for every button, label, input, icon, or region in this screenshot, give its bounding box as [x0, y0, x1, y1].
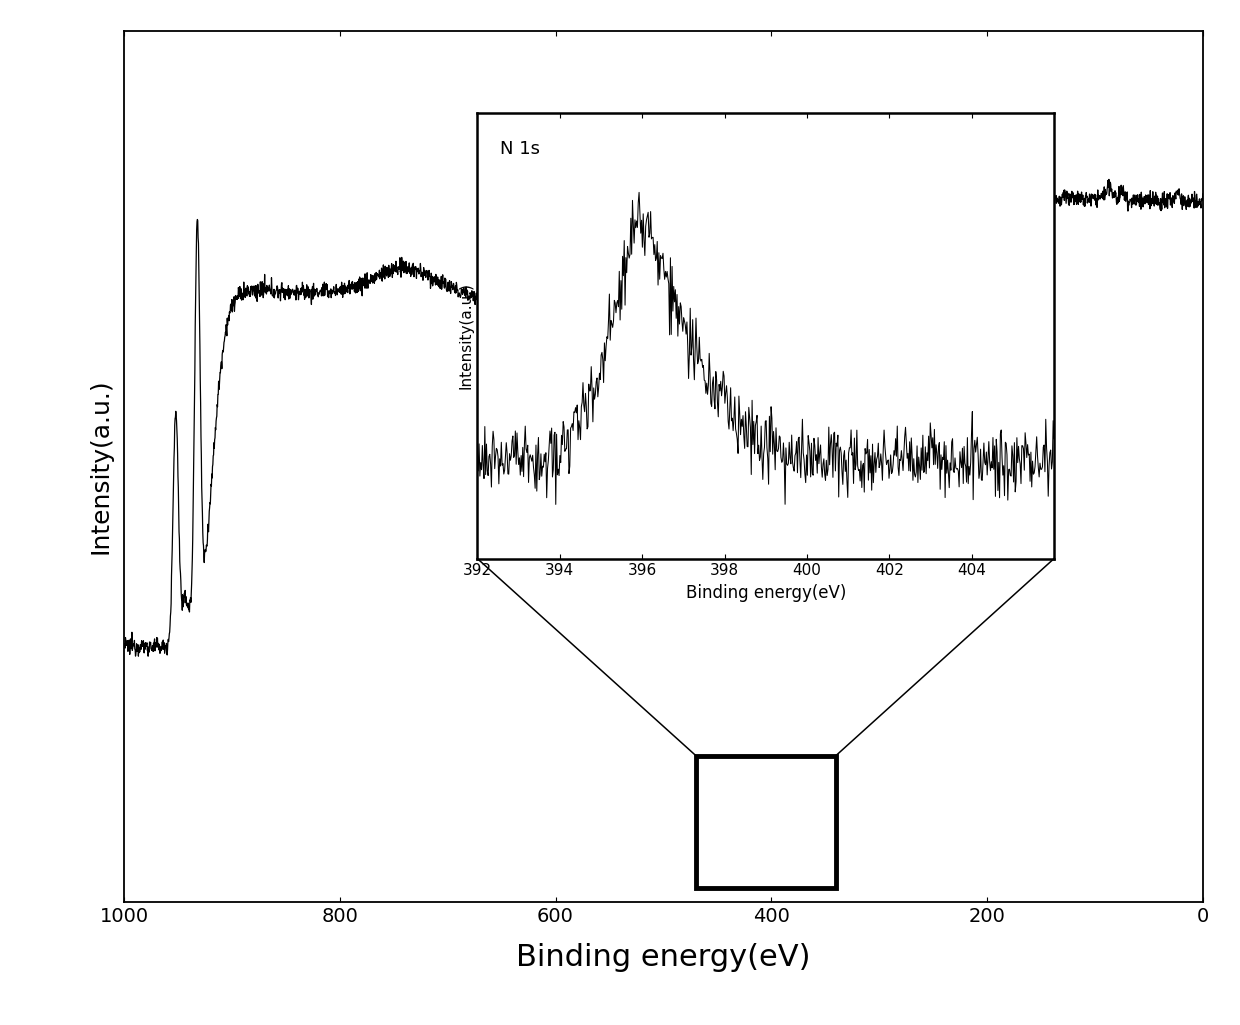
X-axis label: Binding energy(eV): Binding energy(eV): [516, 943, 811, 972]
X-axis label: Binding energy(eV): Binding energy(eV): [686, 584, 846, 602]
Bar: [696, 755, 836, 889]
Text: N 1s: N 1s: [501, 139, 541, 158]
Y-axis label: Intensity(a.u.): Intensity(a.u.): [459, 282, 474, 390]
Y-axis label: Intensity(a.u.): Intensity(a.u.): [89, 378, 113, 555]
